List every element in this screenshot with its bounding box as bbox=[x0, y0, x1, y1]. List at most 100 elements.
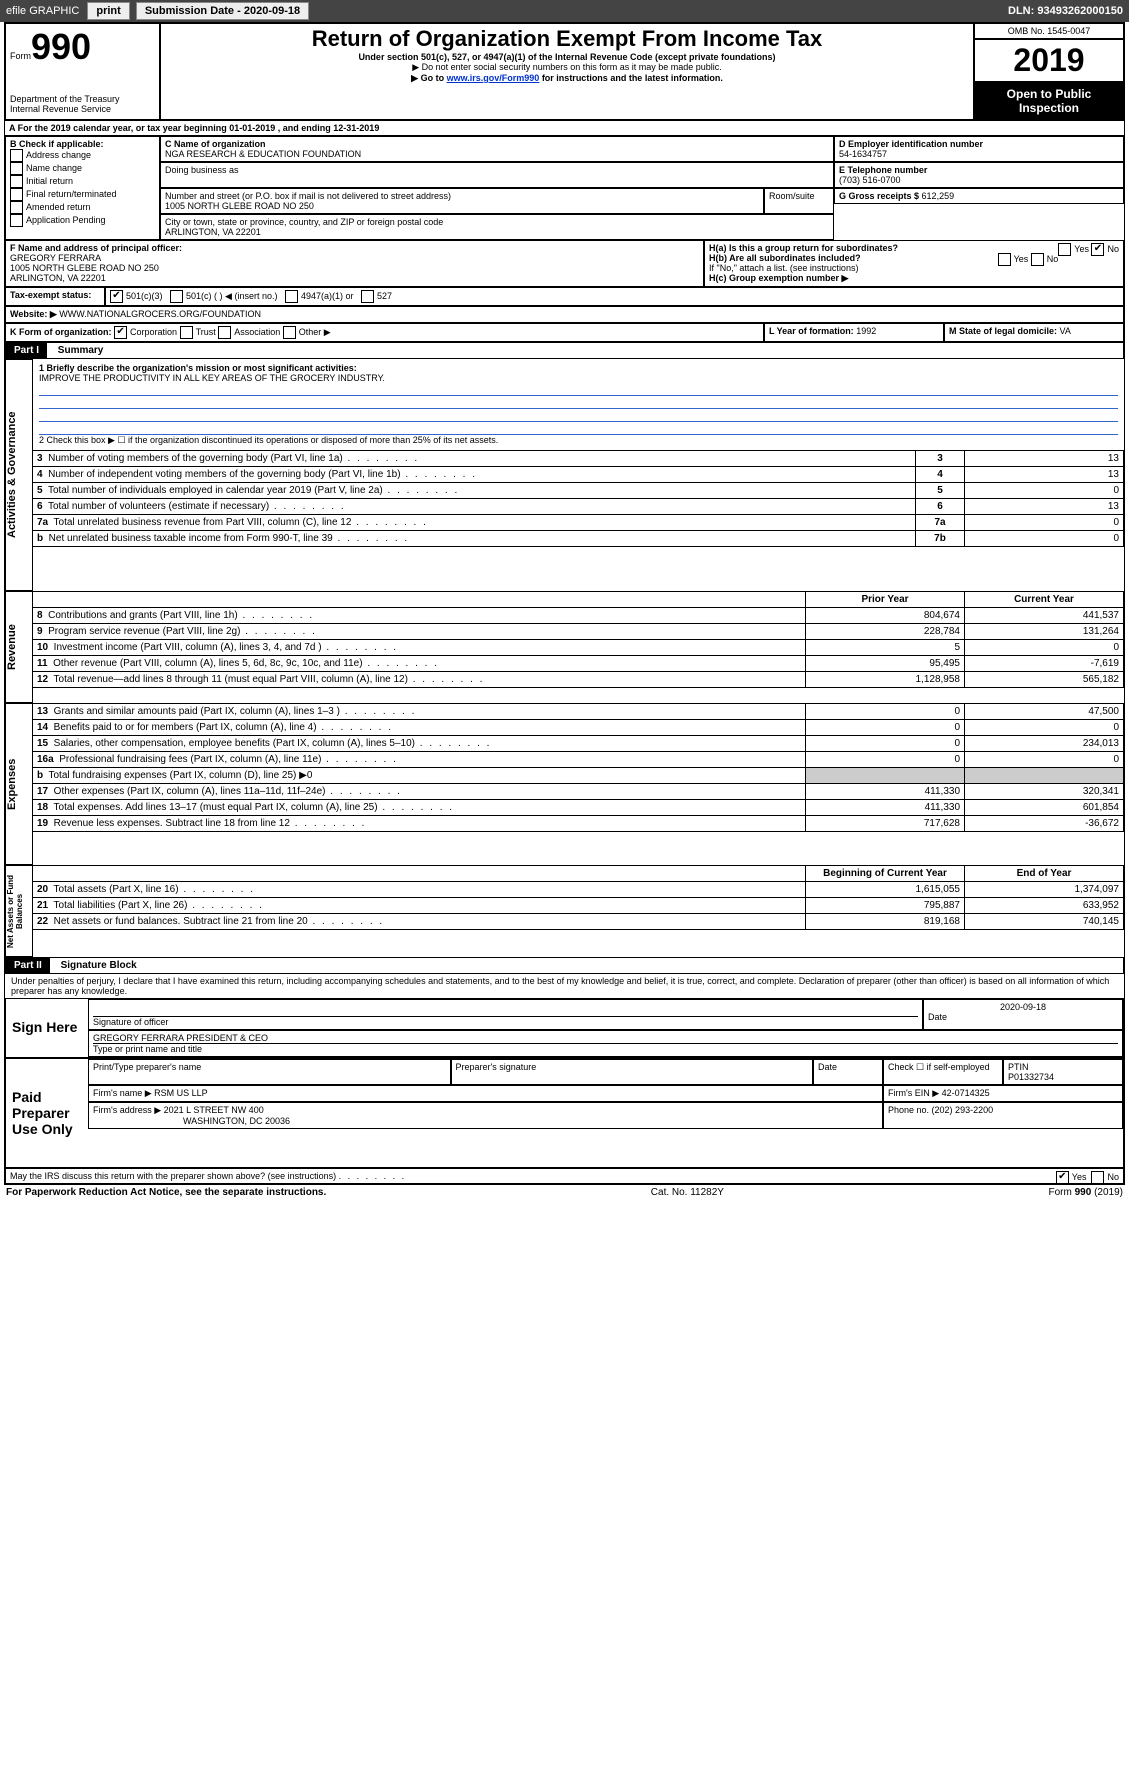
table-row: b Net unrelated business taxable income … bbox=[33, 531, 1124, 547]
vlabel-governance: Activities & Governance bbox=[6, 360, 18, 590]
table-row: 19 Revenue less expenses. Subtract line … bbox=[33, 816, 1124, 832]
table-row: 18 Total expenses. Add lines 13–17 (must… bbox=[33, 800, 1124, 816]
dln: DLN: 93493262000150 bbox=[1008, 5, 1123, 17]
netassets-table: Beginning of Current YearEnd of Year 20 … bbox=[33, 865, 1124, 930]
efile-label: efile GRAPHIC bbox=[6, 5, 79, 17]
firm-ein: 42-0714325 bbox=[942, 1088, 990, 1098]
table-row: 4 Number of independent voting members o… bbox=[33, 467, 1124, 483]
vlabel-revenue: Revenue bbox=[6, 592, 18, 702]
omb: OMB No. 1545-0047 bbox=[974, 23, 1124, 39]
j-label: Website: ▶ bbox=[10, 309, 57, 319]
cb-trust[interactable] bbox=[180, 326, 193, 339]
table-row: 6 Total number of volunteers (estimate i… bbox=[33, 499, 1124, 515]
i-label: Tax-exempt status: bbox=[5, 287, 105, 306]
cb-address-change[interactable] bbox=[10, 149, 23, 162]
d-label: D Employer identification number bbox=[839, 139, 1119, 149]
officer-printed: GREGORY FERRARA PRESIDENT & CEO bbox=[93, 1033, 1118, 1044]
addr-label: Number and street (or P.O. box if mail i… bbox=[165, 191, 759, 201]
governance-table: 3 Number of voting members of the govern… bbox=[33, 450, 1124, 547]
city-label: City or town, state or province, country… bbox=[165, 217, 829, 227]
cb-discuss-yes[interactable] bbox=[1056, 1171, 1069, 1184]
state-domicile: VA bbox=[1060, 326, 1071, 336]
ptin: P01332734 bbox=[1008, 1072, 1054, 1082]
cb-corp[interactable] bbox=[114, 326, 127, 339]
ein: 54-1634757 bbox=[839, 149, 1119, 159]
expenses-table: 13 Grants and similar amounts paid (Part… bbox=[33, 703, 1124, 832]
table-row: 20 Total assets (Part X, line 16)1,615,0… bbox=[33, 882, 1124, 898]
table-row: 3 Number of voting members of the govern… bbox=[33, 451, 1124, 467]
cb-other[interactable] bbox=[283, 326, 296, 339]
cb-4947[interactable] bbox=[285, 290, 298, 303]
revenue-table: Prior YearCurrent Year 8 Contributions a… bbox=[33, 591, 1124, 688]
footer: For Paperwork Reduction Act Notice, see … bbox=[0, 1185, 1129, 1200]
form-header: Form990 Department of the Treasury Inter… bbox=[5, 23, 1124, 120]
submission-date-button[interactable]: Submission Date - 2020-09-18 bbox=[136, 2, 309, 20]
vlabel-expenses: Expenses bbox=[6, 704, 18, 864]
vlabel-netassets: Net Assets or Fund Balances bbox=[6, 866, 24, 956]
sign-date: 2020-09-18 bbox=[928, 1002, 1118, 1012]
cb-ha-yes[interactable] bbox=[1058, 243, 1071, 256]
org-name: NGA RESEARCH & EDUCATION FOUNDATION bbox=[165, 149, 829, 159]
cb-ha-no[interactable] bbox=[1091, 243, 1104, 256]
table-row: 9 Program service revenue (Part VIII, li… bbox=[33, 624, 1124, 640]
q2: 2 Check this box ▶ ☐ if the organization… bbox=[39, 435, 1118, 446]
table-row: 8 Contributions and grants (Part VIII, l… bbox=[33, 608, 1124, 624]
c-label: C Name of organization bbox=[165, 139, 829, 149]
cb-discuss-no[interactable] bbox=[1091, 1171, 1104, 1184]
part1-header: Part I bbox=[6, 343, 47, 358]
subtitle: Under section 501(c), 527, or 4947(a)(1)… bbox=[165, 52, 969, 62]
note-link: ▶ Go to www.irs.gov/Form990 for instruct… bbox=[165, 73, 969, 84]
table-row: 17 Other expenses (Part IX, column (A), … bbox=[33, 784, 1124, 800]
cb-amended[interactable] bbox=[10, 201, 23, 214]
table-row: 16a Professional fundraising fees (Part … bbox=[33, 752, 1124, 768]
table-row: 7a Total unrelated business revenue from… bbox=[33, 515, 1124, 531]
irs-link[interactable]: www.irs.gov/Form990 bbox=[447, 73, 540, 83]
tax-year-line: A For the 2019 calendar year, or tax yea… bbox=[5, 120, 1124, 136]
table-row: b Total fundraising expenses (Part IX, c… bbox=[33, 768, 1124, 784]
discuss-label: May the IRS discuss this return with the… bbox=[10, 1171, 336, 1181]
cb-501c[interactable] bbox=[170, 290, 183, 303]
part1-title: Summary bbox=[50, 345, 104, 356]
cb-name-change[interactable] bbox=[10, 162, 23, 175]
note-ssn: ▶ Do not enter social security numbers o… bbox=[165, 62, 969, 73]
table-row: 12 Total revenue—add lines 8 through 11 … bbox=[33, 672, 1124, 688]
cb-501c3[interactable] bbox=[110, 290, 123, 303]
table-row: 21 Total liabilities (Part X, line 26)79… bbox=[33, 898, 1124, 914]
cb-hb-no[interactable] bbox=[1031, 253, 1044, 266]
table-row: 22 Net assets or fund balances. Subtract… bbox=[33, 914, 1124, 930]
form-number: 990 bbox=[31, 26, 91, 67]
e-label: E Telephone number bbox=[839, 165, 1119, 175]
table-row: 11 Other revenue (Part VIII, column (A),… bbox=[33, 656, 1124, 672]
cb-527[interactable] bbox=[361, 290, 374, 303]
b-label: B Check if applicable: bbox=[10, 139, 155, 149]
year-formation: 1992 bbox=[856, 326, 876, 336]
room-label: Room/suite bbox=[764, 188, 834, 214]
tax-year: 2019 bbox=[974, 39, 1124, 82]
cb-assoc[interactable] bbox=[218, 326, 231, 339]
q1: 1 Briefly describe the organization's mi… bbox=[39, 363, 1118, 373]
print-button[interactable]: print bbox=[87, 2, 129, 20]
cb-final[interactable] bbox=[10, 188, 23, 201]
cb-initial[interactable] bbox=[10, 175, 23, 188]
prep-phone: (202) 293-2200 bbox=[932, 1105, 994, 1115]
phone: (703) 516-0700 bbox=[839, 175, 1119, 185]
cb-pending[interactable] bbox=[10, 214, 23, 227]
dept-label: Department of the Treasury Internal Reve… bbox=[10, 94, 155, 114]
street: 1005 NORTH GLEBE ROAD NO 250 bbox=[165, 201, 759, 211]
part2-header: Part II bbox=[6, 958, 50, 973]
officer-name: GREGORY FERRARA bbox=[10, 253, 699, 263]
topbar: efile GRAPHIC print Submission Date - 20… bbox=[0, 0, 1129, 22]
table-row: 14 Benefits paid to or for members (Part… bbox=[33, 720, 1124, 736]
dba-label: Doing business as bbox=[165, 165, 829, 175]
website: WWW.NATIONALGROCERS.ORG/FOUNDATION bbox=[59, 309, 261, 319]
cb-hb-yes[interactable] bbox=[998, 253, 1011, 266]
gross-receipts: G Gross receipts $ 612,259 bbox=[834, 188, 1124, 204]
table-row: 5 Total number of individuals employed i… bbox=[33, 483, 1124, 499]
mission: IMPROVE THE PRODUCTIVITY IN ALL KEY AREA… bbox=[39, 373, 1118, 383]
declaration: Under penalties of perjury, I declare th… bbox=[5, 974, 1124, 998]
table-row: 15 Salaries, other compensation, employe… bbox=[33, 736, 1124, 752]
city: ARLINGTON, VA 22201 bbox=[165, 227, 829, 237]
table-row: 13 Grants and similar amounts paid (Part… bbox=[33, 704, 1124, 720]
table-row: 10 Investment income (Part VIII, column … bbox=[33, 640, 1124, 656]
sign-here-block: Sign Here Signature of officer 2020-09-1… bbox=[5, 998, 1124, 1058]
